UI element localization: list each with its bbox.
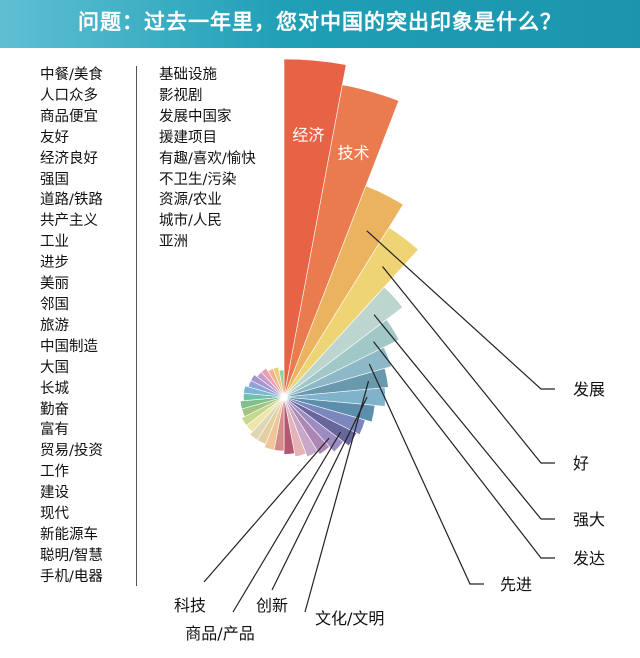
- legend-item: 中餐/美食: [40, 67, 103, 83]
- rose-slice-28: [250, 374, 285, 398]
- slice-label: 好: [573, 454, 589, 473]
- leader-line-8: [271, 396, 368, 591]
- slice-label: 强大: [573, 510, 605, 529]
- rose-slice-4: [283, 286, 404, 398]
- leader-line-6: [368, 363, 484, 585]
- legend-item: 有趣/喜欢/愉快: [159, 150, 256, 167]
- rose-slice-5: [283, 319, 400, 398]
- rose-slice-32: [272, 366, 285, 398]
- legend-item: 基础设施: [159, 67, 217, 83]
- leader-line-11: [232, 431, 342, 613]
- legend-item: 进步: [40, 255, 69, 272]
- rose-slice-1: [283, 84, 400, 398]
- legend-item: 现代: [40, 506, 69, 523]
- slice-label: 技术: [338, 144, 370, 163]
- rose-slices: [239, 58, 419, 458]
- slice-label: 发达: [573, 549, 605, 568]
- slice-label: 先进: [500, 575, 532, 594]
- slice-label: 发展: [573, 380, 605, 399]
- legend-item: 商品便宜: [40, 108, 98, 125]
- rose-slice-15: [283, 396, 307, 458]
- legend-item: 亚洲: [159, 234, 188, 251]
- legend-item: 旅游: [40, 317, 69, 334]
- rose-slice-24: [239, 396, 285, 410]
- chart-title: 问题：过去一年里，您对中国的突出印象是什么？: [78, 10, 562, 34]
- legend-item: 美丽: [40, 276, 69, 293]
- rose-slice-2: [283, 185, 404, 398]
- legend-item: 大国: [40, 359, 69, 376]
- legend-item: 资源/农业: [159, 192, 222, 209]
- rose-slice-10: [283, 396, 366, 436]
- rose-slice-33: [278, 369, 285, 398]
- legend-item: 长城: [40, 380, 69, 397]
- leader-line-2: [366, 230, 555, 390]
- rose-slice-20: [249, 396, 285, 441]
- legend-item: 城市/人民: [159, 213, 222, 230]
- legend-item: 新能源车: [40, 526, 98, 543]
- slice-label: 文化/文明: [315, 609, 384, 628]
- leader-line-5: [373, 341, 555, 559]
- slice-label: 科技: [174, 596, 206, 615]
- legend-item: 贸易/投资: [40, 443, 103, 460]
- legend-column-1: 中餐/美食人口众多商品便宜友好经济良好强国道路/铁路共产主义工业进步美丽邻国旅游…: [40, 65, 103, 588]
- legend-item: 共产主义: [40, 213, 98, 230]
- legend-item: 工作: [40, 464, 69, 481]
- legend-item: 援建项目: [159, 129, 217, 146]
- legend-item: 不卫生/污染: [159, 171, 237, 188]
- rose-slice-16: [283, 396, 295, 455]
- legend-divider: [136, 66, 137, 586]
- legend-item: 富有: [40, 422, 69, 439]
- rose-slice-13: [283, 396, 330, 455]
- rose-slice-8: [283, 387, 386, 407]
- rose-slice-30: [260, 367, 285, 398]
- title-banner: [0, 0, 640, 48]
- legend-item: 聪明/智慧: [40, 547, 103, 564]
- legend-item: 经济良好: [40, 150, 98, 167]
- slice-label: 创新: [256, 596, 288, 615]
- leader-line-3: [382, 266, 555, 464]
- legend-item: 勤奋: [40, 401, 69, 418]
- legend-item: 影视剧: [159, 87, 203, 104]
- slice-label: 商品/产品: [185, 624, 254, 643]
- legend-item: 建设: [40, 485, 69, 502]
- rose-slice-22: [241, 396, 285, 426]
- legend-item: 道路/铁路: [40, 192, 103, 209]
- leader-line-7: [304, 381, 370, 613]
- rose-slice-6: [283, 346, 392, 398]
- leader-line-4: [373, 314, 555, 520]
- slice-label: 经济: [292, 125, 324, 144]
- legend-column-2: 基础设施影视剧发展中国家援建项目有趣/喜欢/愉快 不卫生/污染 资源/农业城市/人民…: [159, 65, 256, 253]
- legend-item: 人口众多: [40, 87, 98, 104]
- legend-item: 强国: [40, 171, 69, 188]
- legend-item: 工业: [40, 234, 69, 251]
- legend-item: 中国制造: [40, 338, 98, 355]
- legend-item: 手机/电器: [40, 568, 103, 585]
- legend-item: 邻国: [40, 296, 69, 313]
- leader-line-12: [203, 437, 330, 583]
- legend-item: 发展中国家: [159, 108, 232, 125]
- legend-item: 友好: [40, 129, 69, 146]
- rose-slice-7: [283, 367, 389, 398]
